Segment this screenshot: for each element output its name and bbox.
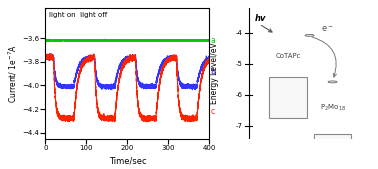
Text: P$_2$Mo$_{18}$: P$_2$Mo$_{18}$: [319, 102, 345, 113]
Text: b: b: [210, 67, 215, 76]
Circle shape: [328, 81, 337, 83]
Text: hv: hv: [255, 14, 266, 23]
Text: -5: -5: [236, 61, 243, 67]
Text: e$^-$: e$^-$: [321, 25, 334, 34]
Text: -6: -6: [236, 92, 243, 98]
Bar: [270, 77, 307, 118]
Text: a: a: [210, 36, 215, 45]
Y-axis label: Current/ 1e$^{-7}$A: Current/ 1e$^{-7}$A: [7, 44, 19, 103]
Text: Energy Level/eV: Energy Level/eV: [210, 43, 219, 104]
Text: −: −: [306, 31, 313, 40]
Circle shape: [305, 34, 314, 36]
Text: CoTAPc: CoTAPc: [275, 53, 301, 59]
Text: -4: -4: [236, 30, 243, 36]
X-axis label: Time/sec: Time/sec: [108, 156, 146, 165]
Bar: [314, 134, 351, 169]
Text: -7: -7: [236, 123, 243, 129]
Text: −: −: [329, 77, 336, 86]
Text: light on  light off: light on light off: [49, 12, 107, 18]
Text: c: c: [210, 107, 214, 116]
